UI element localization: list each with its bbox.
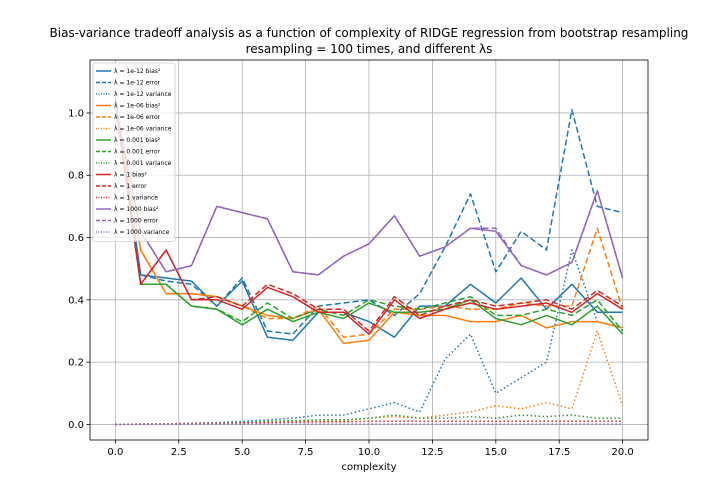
y-tick-label: 1.0 (68, 108, 84, 119)
legend-label: λ = 1000 variance (114, 229, 170, 236)
legend: λ = 1e-12 bias² λ = 1e-12 error λ = 1e-12 … (92, 62, 176, 242)
legend-label: λ = 0.001 bias² (114, 137, 161, 144)
legend-label: λ = 1e-12 bias² (114, 68, 161, 75)
legend-label: λ = 1e-06 bias² (114, 103, 161, 110)
series-line (114, 103, 623, 335)
y-tick-label: 0.4 (68, 295, 84, 306)
legend-label: λ = 0.001 error (114, 149, 161, 156)
x-tick-label: 12.5 (421, 447, 443, 458)
grid (90, 60, 648, 440)
legend-label: λ = 1e-12 error (114, 80, 161, 87)
y-tick-label: 0.2 (68, 358, 84, 369)
x-tick-label: 20.0 (612, 447, 634, 458)
x-tick-label: 17.5 (548, 447, 570, 458)
legend-label: λ = 1000 bias² (114, 206, 159, 213)
y-tick-label: 0.6 (68, 233, 84, 244)
legend-label: λ = 1e-12 variance (114, 91, 172, 98)
legend-label: λ = 0.001 variance (114, 160, 172, 167)
legend-label: λ = 1e-06 error (114, 114, 161, 121)
x-tick-label: 2.5 (171, 447, 187, 458)
y-tick-label: 0.8 (68, 171, 84, 182)
legend-label: λ = 1000 error (114, 218, 159, 225)
series-line (114, 103, 624, 279)
series-line (114, 97, 623, 342)
ticks: 0.0 2.5 5.0 7.5 10.0 12.5 15.0 17.5 20.0 0.0 0.2 0.… (68, 108, 634, 458)
series-lines (114, 97, 624, 426)
x-tick-label: 0.0 (107, 447, 123, 458)
legend-label: λ = 1e-06 variance (114, 126, 172, 133)
series-line (114, 97, 623, 335)
legend-label: λ = 1 variance (114, 195, 158, 202)
series-line (114, 103, 624, 332)
series-line (114, 103, 624, 335)
chart-title-line-2: resampling = 100 times, and different λs (246, 42, 493, 56)
legend-label: λ = 1 bias² (114, 172, 147, 179)
y-tick-label: 0.0 (68, 420, 84, 431)
legend-box (92, 62, 176, 242)
x-tick-label: 7.5 (298, 447, 314, 458)
x-axis-label: complexity (342, 462, 397, 473)
x-tick-label: 10.0 (358, 447, 380, 458)
x-tick-label: 5.0 (234, 447, 250, 458)
legend-label: λ = 1 error (114, 183, 147, 190)
chart-title-line-1: Bias-variance tradeoff analysis as a fun… (50, 26, 689, 40)
series-line (114, 103, 623, 332)
x-tick-label: 15.0 (485, 447, 507, 458)
series-line (114, 103, 623, 345)
